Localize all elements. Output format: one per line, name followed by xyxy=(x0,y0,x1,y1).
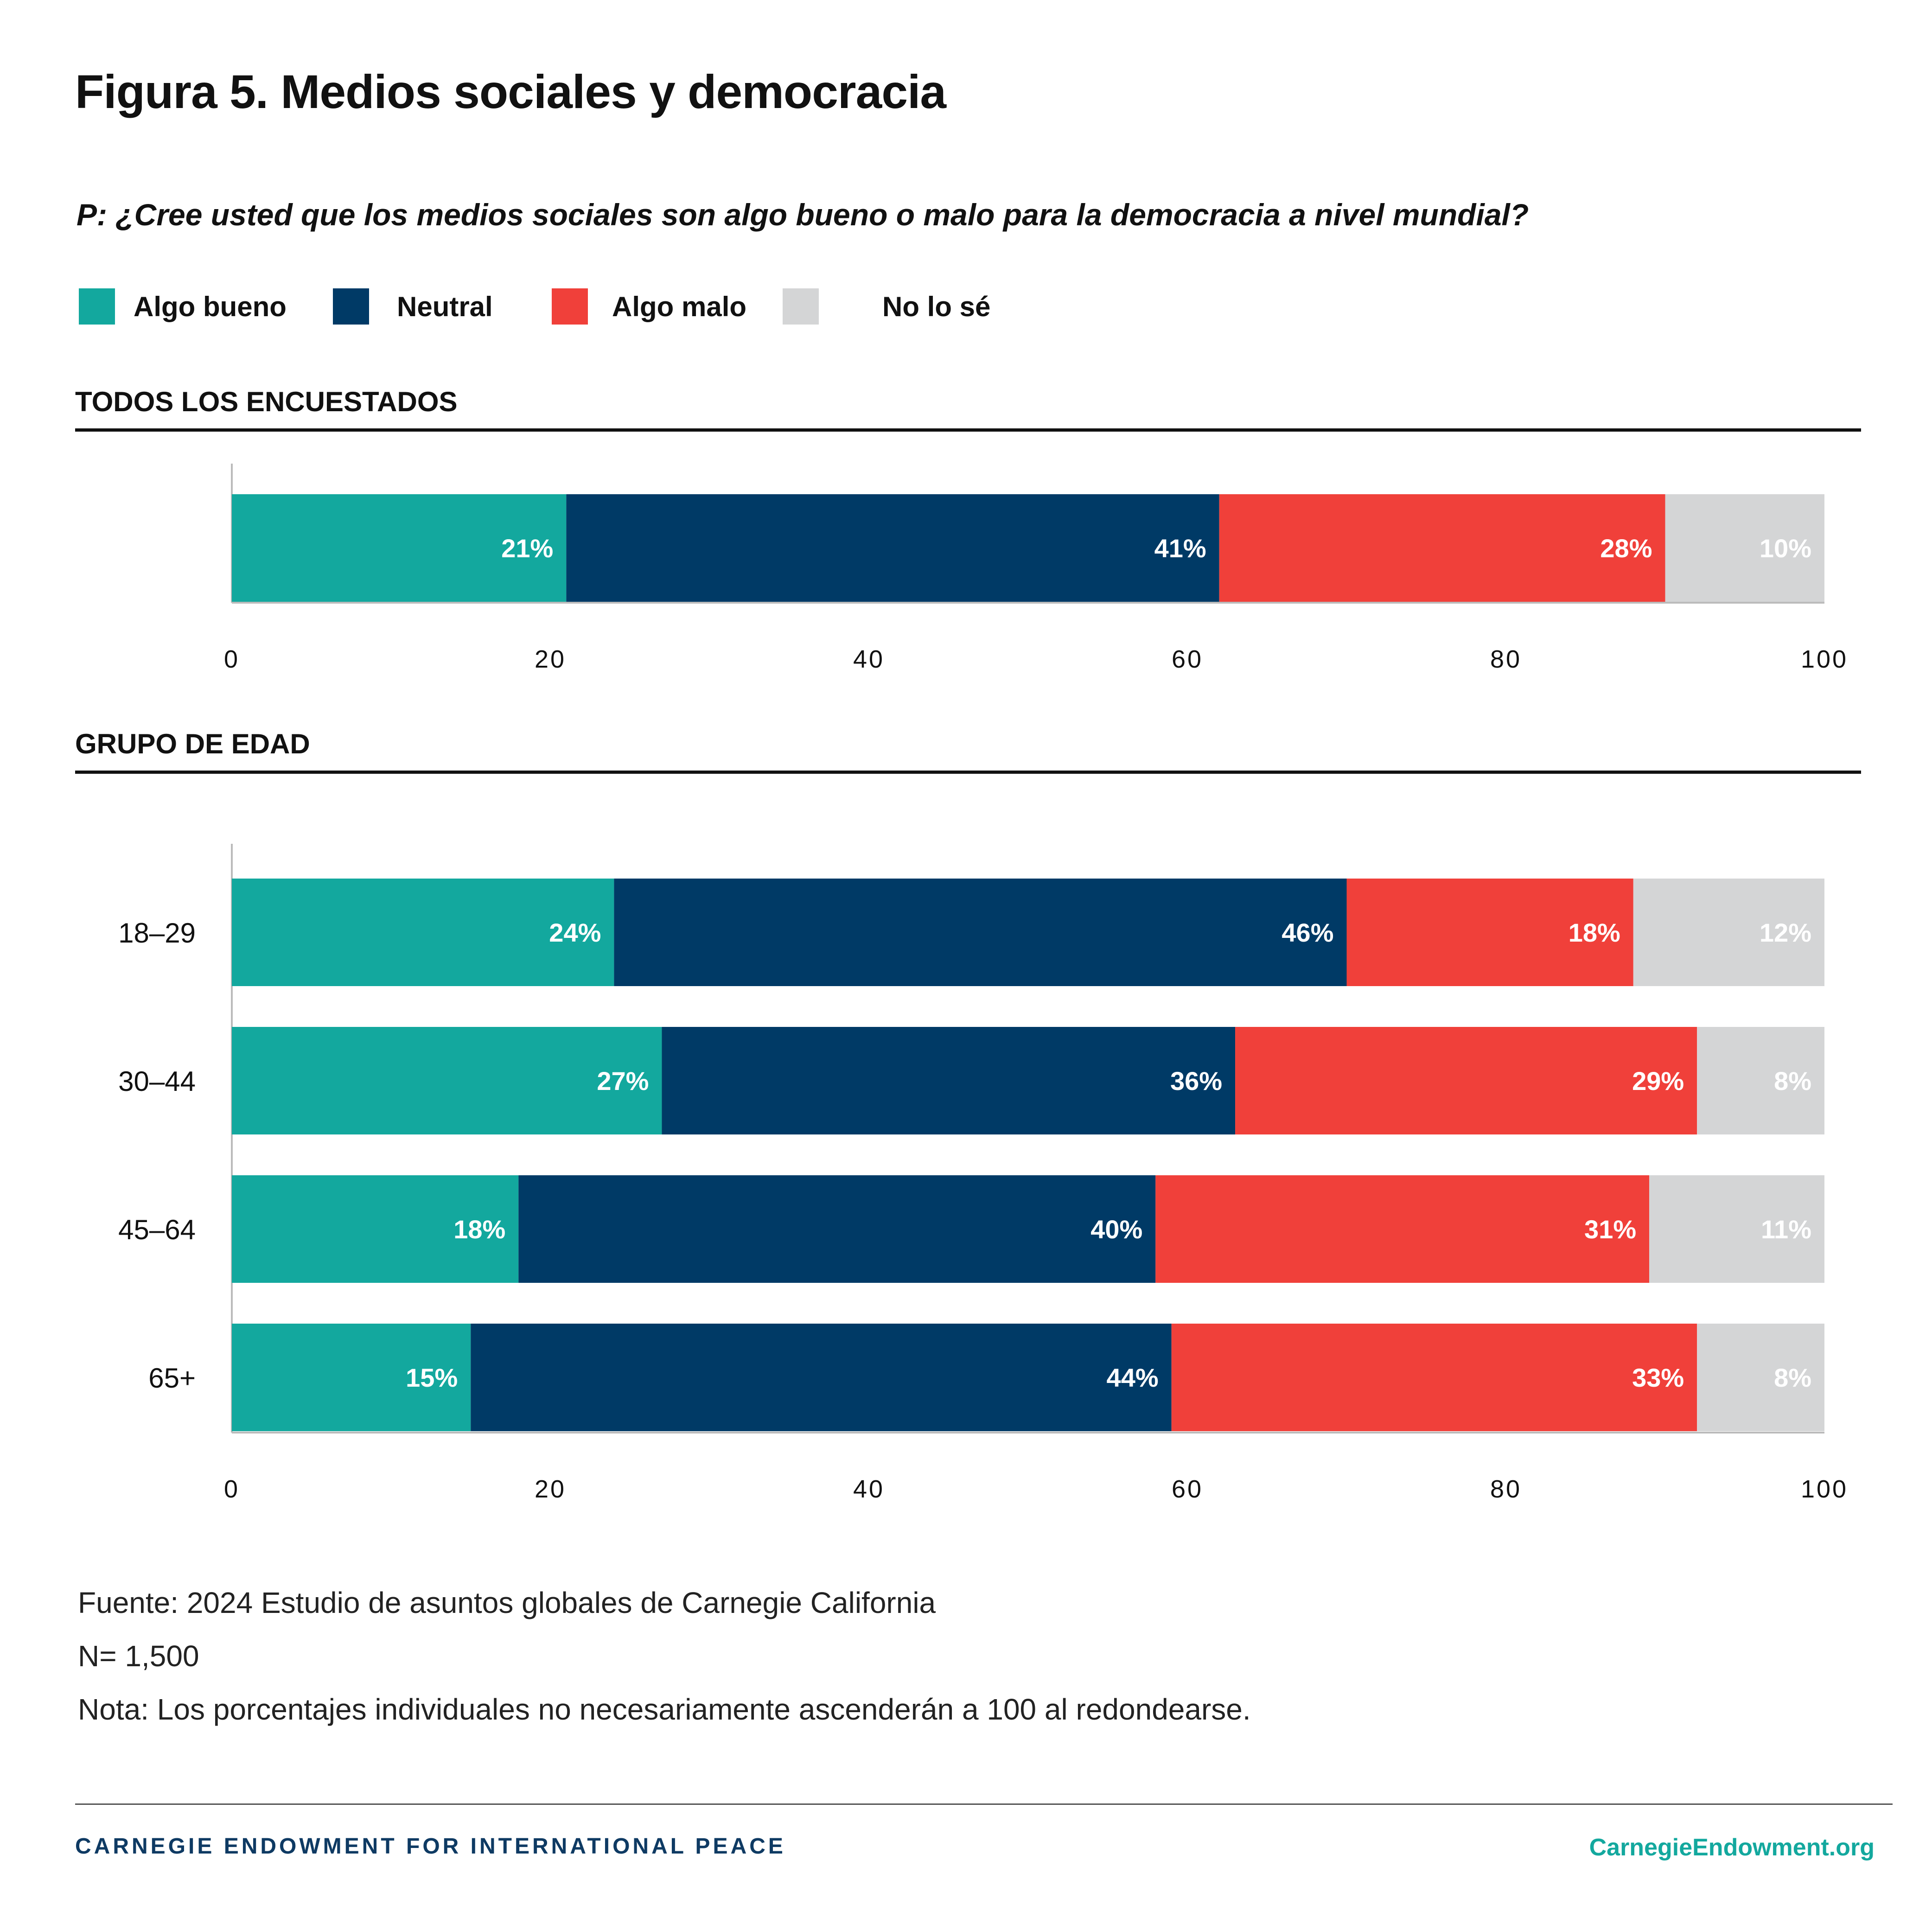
bar-segment-algo-bueno xyxy=(232,494,567,602)
section-label-grupo-edad: GRUPO DE EDAD xyxy=(75,728,310,759)
legend-label: Algo malo xyxy=(612,291,747,322)
bar-segment-algo-bueno xyxy=(232,1175,519,1283)
bar-segment-no-lo-se xyxy=(1697,1027,1824,1134)
bar-segment-neutral xyxy=(471,1324,1172,1431)
page-title: Figura 5. Medios sociales y democracia xyxy=(75,65,946,118)
section-rule xyxy=(75,771,1861,774)
legend-swatch-neutral xyxy=(333,288,369,325)
category-label: 18–29 xyxy=(118,917,196,949)
x-tick-label: 0 xyxy=(224,645,240,673)
bar-segment-neutral xyxy=(518,1175,1156,1283)
footer-org-name: CARNEGIE ENDOWMENT FOR INTERNATIONAL PEA… xyxy=(75,1834,786,1859)
bar-segment-neutral xyxy=(566,494,1219,602)
bar-segment-no-lo-se xyxy=(1633,879,1824,986)
chart-grupo-de-edad: 0 20 40 60 80 100 24% 46% 18% 12% 18–29 27% 36% 29% 8%… xyxy=(118,844,1848,1503)
legend-label: Algo bueno xyxy=(134,291,287,322)
x-tick-label: 20 xyxy=(535,645,566,673)
footer-rule xyxy=(75,1803,1893,1805)
bar-data-label: 40% xyxy=(1090,1215,1142,1244)
bar-data-label: 41% xyxy=(1154,534,1206,563)
x-tick-label: 60 xyxy=(1172,645,1203,673)
chart-todos-los-encuestados: 0 20 40 60 80 100 21% 41% 28% 10% xyxy=(224,464,1848,673)
x-tick-label: 20 xyxy=(535,1475,566,1503)
bar-data-label: 46% xyxy=(1282,918,1333,947)
legend-swatch-algo-bueno xyxy=(79,288,115,325)
bar-segment-algo-malo xyxy=(1235,1027,1697,1134)
bar-segment-no-lo-se xyxy=(1649,1175,1824,1283)
bar-segment-no-lo-se xyxy=(1665,494,1824,602)
bar-segment-algo-malo xyxy=(1155,1175,1650,1283)
legend-label: No lo sé xyxy=(882,291,991,322)
section-rule xyxy=(75,428,1861,432)
category-label: 30–44 xyxy=(118,1066,196,1097)
category-label: 65+ xyxy=(148,1363,196,1394)
bar-segment-algo-malo xyxy=(1219,494,1665,602)
bar-data-label: 10% xyxy=(1760,534,1811,563)
sample-size-text: N= 1,500 xyxy=(78,1639,199,1673)
bar-data-label: 36% xyxy=(1170,1066,1222,1096)
bar-data-label: 31% xyxy=(1584,1215,1636,1244)
legend-label: Neutral xyxy=(397,291,493,322)
bar-segment-algo-bueno xyxy=(232,1027,662,1134)
x-tick-label: 40 xyxy=(853,1475,885,1503)
bar-segment-no-lo-se xyxy=(1697,1324,1824,1431)
bar-data-label: 8% xyxy=(1774,1363,1811,1392)
bar-data-label: 44% xyxy=(1107,1363,1159,1392)
x-tick-label: 40 xyxy=(853,645,885,673)
bar-segment-neutral xyxy=(614,879,1347,986)
x-tick-label: 100 xyxy=(1801,1475,1848,1503)
bar-data-label: 18% xyxy=(453,1215,505,1244)
legend-swatch-algo-malo xyxy=(552,288,588,325)
x-tick-label: 80 xyxy=(1490,645,1522,673)
bar-data-label: 8% xyxy=(1774,1066,1811,1096)
bar-segment-algo-bueno xyxy=(232,879,614,986)
x-tick-label: 60 xyxy=(1172,1475,1203,1503)
bar-data-label: 28% xyxy=(1600,534,1652,563)
legend-swatch-no-lo-se xyxy=(783,288,819,325)
bar-segment-algo-malo xyxy=(1346,879,1633,986)
bar-data-label: 29% xyxy=(1632,1066,1684,1096)
bar-data-label: 12% xyxy=(1760,918,1811,947)
x-tick-label: 0 xyxy=(224,1475,240,1503)
bar-data-label: 11% xyxy=(1761,1215,1811,1244)
note-text: Nota: Los porcentajes individuales no ne… xyxy=(78,1693,1251,1726)
x-tick-label: 100 xyxy=(1801,645,1848,673)
bar-data-label: 21% xyxy=(501,534,553,563)
bar-data-label: 33% xyxy=(1632,1363,1684,1392)
survey-question: P: ¿Cree usted que los medios sociales s… xyxy=(77,198,1529,232)
x-tick-label: 80 xyxy=(1490,1475,1522,1503)
bar-segment-algo-bueno xyxy=(232,1324,471,1431)
bar-segment-neutral xyxy=(662,1027,1236,1134)
bar-data-label: 27% xyxy=(597,1066,649,1096)
footer-url-link[interactable]: CarnegieEndowment.org xyxy=(1589,1834,1875,1861)
section-label-todos: TODOS LOS ENCUESTADOS xyxy=(75,386,458,417)
bar-data-label: 15% xyxy=(406,1363,458,1392)
category-label: 45–64 xyxy=(118,1214,196,1245)
bar-segment-algo-malo xyxy=(1171,1324,1697,1431)
bar-data-label: 18% xyxy=(1569,918,1620,947)
source-text: Fuente: 2024 Estudio de asuntos globales… xyxy=(78,1586,936,1619)
bar-data-label: 24% xyxy=(549,918,601,947)
